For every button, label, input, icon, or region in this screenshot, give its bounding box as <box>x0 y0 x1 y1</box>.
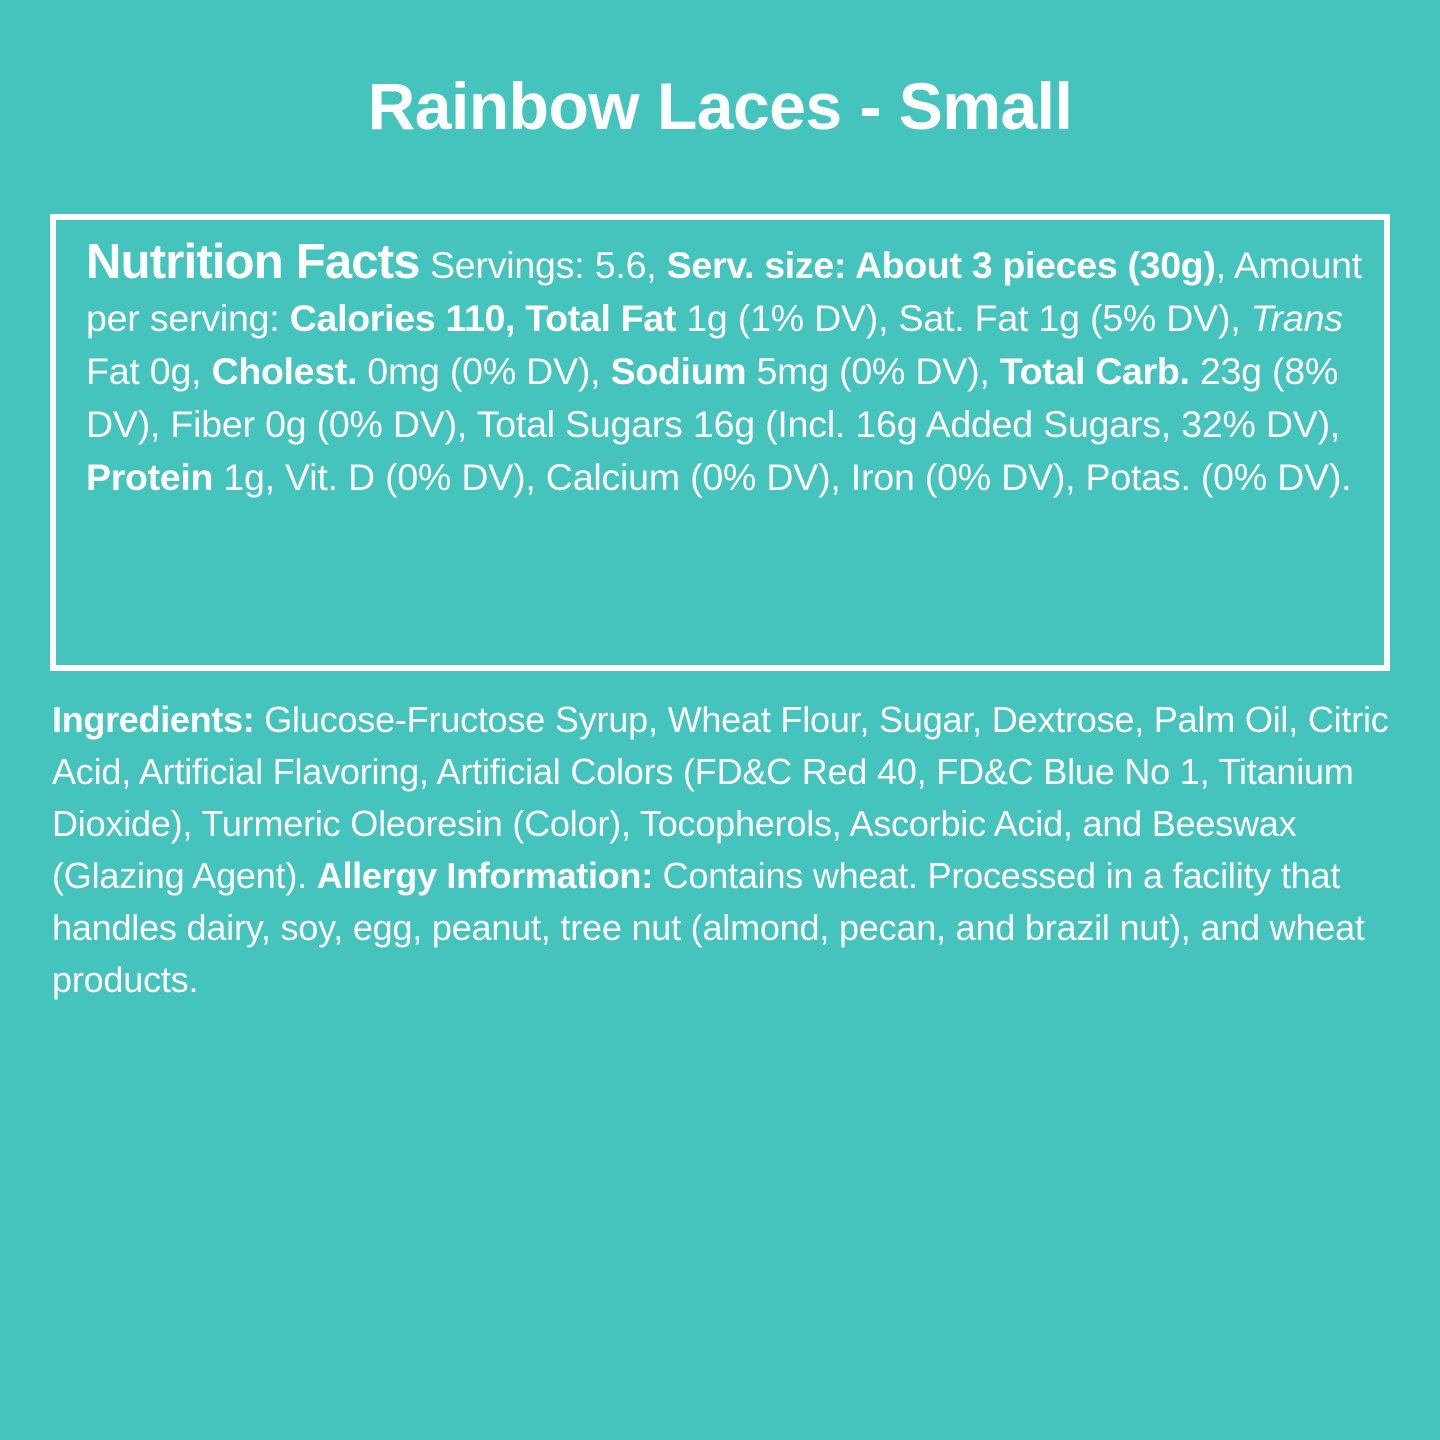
nutrition-facts-text: Nutrition Facts Servings: 5.6, Serv. siz… <box>86 236 1362 504</box>
nutrition-facts-heading: Nutrition Facts <box>86 235 421 289</box>
nf-servings-text: Servings: 5.6, <box>419 244 667 286</box>
nf-trans-label: Trans <box>1250 297 1343 339</box>
nf-calories-total-fat: Calories 110, Total Fat <box>289 297 677 339</box>
nf-carb-values: 23g (8% DV), Fiber 0g (0% DV), Total Sug… <box>86 350 1341 445</box>
nf-vitamins-values: 1g, Vit. D (0% DV), Calcium (0% DV), Iro… <box>213 456 1352 498</box>
nf-total-carb-label: Total Carb. <box>999 350 1190 392</box>
nf-serving-size: Serv. size: About 3 pieces (30g) <box>666 244 1216 286</box>
nutrition-facts-panel: Nutrition Facts Servings: 5.6, Serv. siz… <box>50 214 1390 671</box>
ingredients-heading: Ingredients: <box>52 699 255 740</box>
nf-sodium-label: Sodium <box>610 350 747 392</box>
nf-fat-values: 1g (1% DV), Sat. Fat 1g (5% DV), <box>676 297 1251 339</box>
allergy-information-heading: Allergy Information: <box>316 855 653 896</box>
nf-protein-label: Protein <box>86 456 214 498</box>
ingredients-paragraph: Ingredients: Glucose-Fructose Syrup, Whe… <box>52 694 1392 1006</box>
page-title: Rainbow Laces - Small <box>367 69 1073 143</box>
allergy-information-body: Contains wheat. Processed in a facility … <box>52 855 1365 1000</box>
nf-sodium-value: 5mg (0% DV), <box>746 350 1000 392</box>
ingredients-body: Glucose-Fructose Syrup, Wheat Flour, Sug… <box>52 699 1389 896</box>
nf-amount-per-serving: , Amount per serving: <box>86 244 1362 339</box>
ingredients-section: Ingredients: Glucose-Fructose Syrup, Whe… <box>52 694 1392 1006</box>
nf-trans-value: Fat 0g, <box>86 350 212 392</box>
nf-cholesterol-value: 0mg (0% DV), <box>357 350 611 392</box>
nf-cholesterol-label: Cholest. <box>211 350 358 392</box>
